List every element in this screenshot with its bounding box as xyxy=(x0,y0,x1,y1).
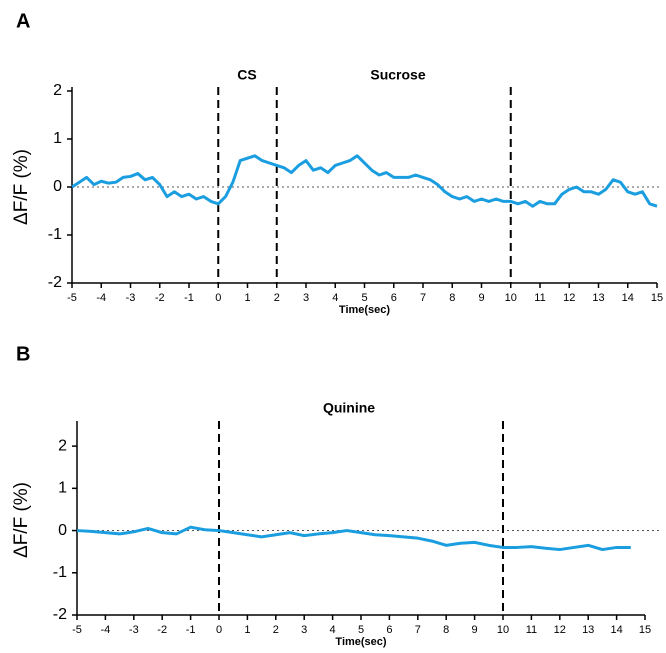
x-tick-label: 10 xyxy=(497,624,509,636)
x-tick-label: 3 xyxy=(301,624,307,636)
panel-label: B xyxy=(16,343,30,365)
x-tick-label: 9 xyxy=(472,624,478,636)
x-tick-label: -2 xyxy=(157,624,167,636)
x-tick-label: 0 xyxy=(216,624,222,636)
x-tick-label: -3 xyxy=(126,292,136,304)
y-tick-label: 1 xyxy=(53,130,62,147)
x-tick-label: -4 xyxy=(101,624,111,636)
x-tick-label: -5 xyxy=(72,624,82,636)
y-tick-label: 2 xyxy=(58,437,67,454)
y-tick-label: 2 xyxy=(53,82,62,99)
x-tick-label: 6 xyxy=(386,624,392,636)
x-tick-label: -2 xyxy=(155,292,165,304)
x-tick-label: 11 xyxy=(526,624,537,636)
trace xyxy=(71,154,658,208)
annotation: CS xyxy=(237,67,256,83)
x-tick-label: 11 xyxy=(534,292,545,304)
x-tick-label: -1 xyxy=(186,624,196,636)
y-axis-label: ΔF/F (%) xyxy=(11,482,32,558)
trace xyxy=(76,525,631,552)
x-tick-label: 8 xyxy=(449,292,455,304)
x-tick-label: 7 xyxy=(415,624,421,636)
x-tick-label: -1 xyxy=(184,292,194,304)
y-tick-label: -2 xyxy=(48,274,62,291)
y-tick-label: -1 xyxy=(53,564,67,581)
x-tick-label: 7 xyxy=(420,292,426,304)
y-tick-label: -2 xyxy=(53,606,67,623)
y-axis-label: ΔF/F (%) xyxy=(11,149,32,225)
x-axis-label: Time(sec) xyxy=(335,636,386,648)
x-tick-label: 2 xyxy=(274,292,280,304)
x-tick-label: 0 xyxy=(215,292,221,304)
x-tick-label: -3 xyxy=(129,624,139,636)
annotation: Quinine xyxy=(323,400,375,416)
x-tick-label: -4 xyxy=(96,292,106,304)
x-tick-label: 8 xyxy=(443,624,449,636)
y-tick-label: 0 xyxy=(58,522,67,539)
x-tick-label: 10 xyxy=(505,292,517,304)
x-axis-label: Time(sec) xyxy=(339,304,390,316)
x-tick-label: 12 xyxy=(554,624,566,636)
x-tick-label: 5 xyxy=(358,624,364,636)
x-tick-label: 15 xyxy=(639,624,651,636)
x-tick-label: 9 xyxy=(478,292,484,304)
x-tick-label: -5 xyxy=(67,292,77,304)
x-tick-label: 4 xyxy=(332,292,338,304)
x-tick-label: 15 xyxy=(651,292,663,304)
y-tick-label: -1 xyxy=(48,226,62,243)
x-tick-label: 13 xyxy=(582,624,594,636)
panel-label: A xyxy=(16,10,30,32)
y-tick-label: 0 xyxy=(53,178,62,195)
x-tick-label: 1 xyxy=(244,624,250,636)
x-tick-label: 2 xyxy=(273,624,279,636)
x-tick-label: 5 xyxy=(361,292,367,304)
annotation: Sucrose xyxy=(370,67,425,83)
x-tick-label: 13 xyxy=(592,292,604,304)
x-tick-label: 12 xyxy=(563,292,575,304)
x-tick-label: 14 xyxy=(622,292,634,304)
x-tick-label: 1 xyxy=(244,292,250,304)
x-tick-label: 4 xyxy=(330,624,336,636)
x-tick-label: 14 xyxy=(610,624,622,636)
y-tick-label: 1 xyxy=(58,480,67,497)
x-tick-label: 6 xyxy=(391,292,397,304)
x-tick-label: 3 xyxy=(303,292,309,304)
